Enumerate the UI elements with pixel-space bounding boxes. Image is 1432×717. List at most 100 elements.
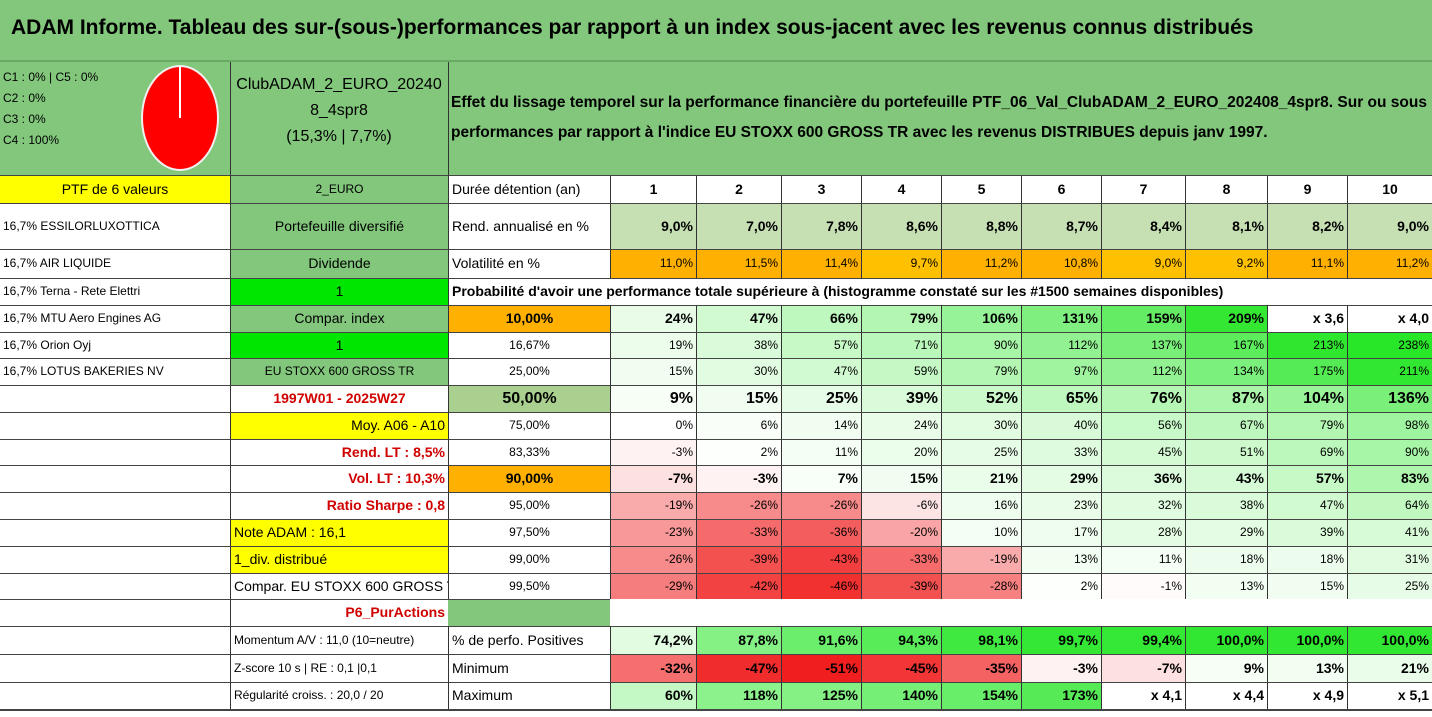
stat-value: x 4,9 <box>1267 682 1347 709</box>
probability-value: -39% <box>861 573 941 599</box>
volatility: 9,2% <box>1185 249 1267 278</box>
probability-value: 47% <box>696 305 781 332</box>
year-header: 1 <box>610 175 696 203</box>
parameter-cell: Z-score 10 s | RE : 0,1 |0,1 <box>230 654 448 682</box>
holding-cell: 16,7% MTU Aero Engines AG <box>0 305 230 332</box>
portfolio-name-line: (15,3% | 7,7%) <box>286 128 392 146</box>
holding-cell <box>0 519 230 546</box>
probability-value: 57% <box>1267 465 1347 492</box>
probability-value: 32% <box>1101 492 1185 519</box>
parameter-cell: Portefeuille diversifié <box>230 203 448 249</box>
probability-value: 41% <box>1347 519 1432 546</box>
probability-value: 30% <box>941 412 1021 439</box>
probability-value: 30% <box>696 358 781 385</box>
year-header: 5 <box>941 175 1021 203</box>
probability-value: 39% <box>1267 519 1347 546</box>
probability-value: 47% <box>1267 492 1347 519</box>
probability-value: 24% <box>610 305 696 332</box>
annualized-return: 8,7% <box>1021 203 1101 249</box>
description-text: Effet du lissage temporel sur la perform… <box>451 94 1427 141</box>
year-header: 7 <box>1101 175 1185 203</box>
volatility: 11,4% <box>781 249 861 278</box>
probability-value: 69% <box>1267 439 1347 465</box>
probability-value: 13% <box>1021 546 1101 573</box>
probability-value: 104% <box>1267 385 1347 412</box>
probability-value: 106% <box>941 305 1021 332</box>
probability-value: 2% <box>1021 573 1101 599</box>
probability-value: 6% <box>696 412 781 439</box>
probability-value: 136% <box>1347 385 1432 412</box>
rend-label: Rend. annualisé en % <box>448 203 610 249</box>
probability-threshold: 50,00% <box>448 385 610 412</box>
probability-value: 29% <box>1185 519 1267 546</box>
probability-value: 59% <box>861 358 941 385</box>
probability-value: 238% <box>1347 332 1432 358</box>
parameter-cell: 1_div. distribué <box>230 546 448 573</box>
stat-value: -47% <box>696 654 781 682</box>
parameter-cell: P6_PurActions <box>230 599 448 626</box>
probability-value: 87% <box>1185 385 1267 412</box>
year-header: 3 <box>781 175 861 203</box>
probability-value: 57% <box>781 332 861 358</box>
probability-value: 64% <box>1347 492 1432 519</box>
probability-threshold: 25,00% <box>448 358 610 385</box>
probability-value: 18% <box>1267 546 1347 573</box>
probability-value: x 3,6 <box>1267 305 1347 332</box>
probability-value: 24% <box>861 412 941 439</box>
prob-title-spacer <box>1268 278 1432 305</box>
probability-value: 38% <box>1185 492 1267 519</box>
parameter-cell: Compar. index <box>230 305 448 332</box>
probability-value: 79% <box>1267 412 1347 439</box>
stat-value: 99,4% <box>1101 626 1185 654</box>
stat-value: -7% <box>1101 654 1185 682</box>
parameter-cell: Rend. LT : 8,5% <box>230 439 448 465</box>
bottom-border <box>0 709 1432 711</box>
probability-value: 79% <box>861 305 941 332</box>
probability-value: 17% <box>1021 519 1101 546</box>
stat-value: 118% <box>696 682 781 709</box>
volatility: 11,0% <box>610 249 696 278</box>
probability-value: 13% <box>1185 573 1267 599</box>
holding-cell: 16,7% LOTUS BAKERIES NV <box>0 358 230 385</box>
probability-value: -3% <box>696 465 781 492</box>
stat-value: -35% <box>941 654 1021 682</box>
parameter-cell: Régularité croiss. : 20,0 / 20 <box>230 682 448 709</box>
portfolio-name-panel <box>230 62 448 175</box>
stat-label: Maximum <box>448 682 610 709</box>
probability-value: 18% <box>1185 546 1267 573</box>
parameter-cell: Compar. EU STOXX 600 GROSS TR <box>230 573 448 599</box>
probability-threshold: 90,00% <box>448 465 610 492</box>
holding-cell: 16,7% Orion Oyj <box>0 332 230 358</box>
volatility: 11,5% <box>696 249 781 278</box>
probability-value: 71% <box>861 332 941 358</box>
stat-value: -51% <box>781 654 861 682</box>
probability-value: 43% <box>1185 465 1267 492</box>
probability-value: 209% <box>1185 305 1267 332</box>
probability-value: -46% <box>781 573 861 599</box>
probability-value: -42% <box>696 573 781 599</box>
probability-value: x 4,0 <box>1347 305 1432 332</box>
probability-value: 19% <box>610 332 696 358</box>
stat-value: 98,1% <box>941 626 1021 654</box>
annualized-return: 9,0% <box>610 203 696 249</box>
class-line: C2 : 0% <box>3 91 46 106</box>
annualized-return: 8,1% <box>1185 203 1267 249</box>
probability-value: 38% <box>696 332 781 358</box>
probability-value: 15% <box>696 385 781 412</box>
stat-value: 9% <box>1185 654 1267 682</box>
holding-cell <box>0 573 230 599</box>
probability-value: -29% <box>610 573 696 599</box>
probability-value: -7% <box>610 465 696 492</box>
annualized-return: 8,8% <box>941 203 1021 249</box>
stat-value: -32% <box>610 654 696 682</box>
holding-cell <box>0 412 230 439</box>
stat-value: -45% <box>861 654 941 682</box>
class-line: C1 : 0% | C5 : 0% <box>3 70 99 85</box>
stat-value: 99,7% <box>1021 626 1101 654</box>
probability-value: 14% <box>781 412 861 439</box>
parameter-cell: Ratio Sharpe : 0,8 <box>230 492 448 519</box>
probability-value: 45% <box>1101 439 1185 465</box>
probability-value: -1% <box>1101 573 1185 599</box>
probability-value: 25% <box>1347 573 1432 599</box>
probability-value: 98% <box>1347 412 1432 439</box>
